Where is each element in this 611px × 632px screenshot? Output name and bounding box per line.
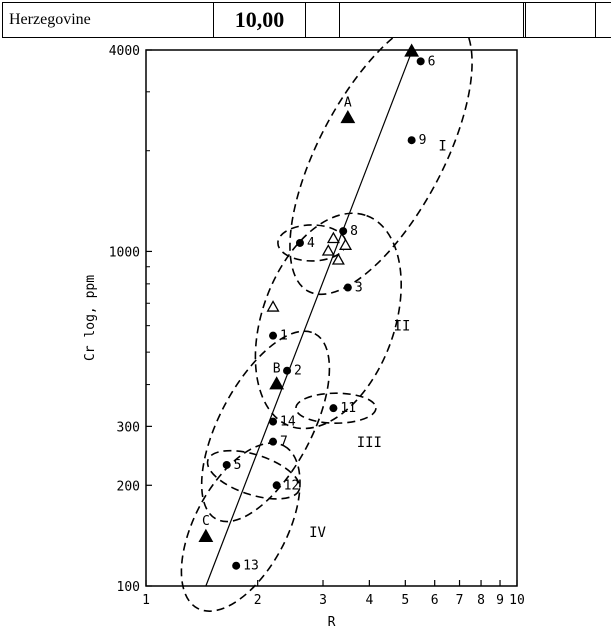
triangle-label-C: C bbox=[202, 514, 210, 529]
group-label-IV: IV bbox=[309, 525, 326, 541]
y-tick-label: 200 bbox=[117, 479, 140, 494]
point-label-1: 1 bbox=[280, 329, 288, 344]
open-triangle-0 bbox=[266, 300, 280, 312]
open-triangle-1 bbox=[326, 231, 340, 244]
y-tick-label: 300 bbox=[117, 420, 140, 435]
point-label-14: 14 bbox=[280, 415, 296, 430]
filled-triangle-A bbox=[340, 109, 356, 124]
subgroup-ellipse-11 bbox=[295, 392, 377, 424]
x-tick-label: 3 bbox=[319, 593, 327, 608]
point-label-12: 12 bbox=[284, 478, 300, 493]
point-label-9: 9 bbox=[419, 133, 427, 148]
point-label-8: 8 bbox=[350, 224, 358, 239]
table-cell-value: 10,00 bbox=[214, 3, 306, 37]
x-tick-label: 8 bbox=[477, 593, 485, 608]
data-point-5 bbox=[222, 460, 231, 469]
x-tick-label: 10 bbox=[509, 593, 525, 608]
data-point-12 bbox=[272, 481, 281, 490]
group-label-I: I bbox=[438, 139, 446, 155]
point-label-13: 13 bbox=[243, 559, 259, 574]
subgroup-ellipse-5-12 bbox=[206, 449, 301, 500]
x-tick-label: 1 bbox=[142, 593, 150, 608]
table-cell-empty bbox=[524, 3, 526, 37]
table-cell-empty bbox=[340, 3, 524, 37]
group-I-ellipse bbox=[289, 38, 473, 296]
data-point-7 bbox=[269, 437, 278, 446]
x-tick-label: 9 bbox=[496, 593, 504, 608]
point-label-2: 2 bbox=[294, 364, 302, 379]
x-tick-label: 6 bbox=[431, 593, 439, 608]
table-cell-empty bbox=[306, 3, 340, 37]
y-axis-label: Cr log, ppm bbox=[83, 275, 98, 361]
x-tick-label: 2 bbox=[254, 593, 262, 608]
trend-line bbox=[205, 51, 413, 587]
y-tick-label: 1000 bbox=[109, 245, 140, 260]
open-triangle-4 bbox=[331, 253, 345, 265]
x-axis-label: R bbox=[328, 615, 336, 630]
table-row: Herzegovine 10,00 bbox=[2, 2, 611, 38]
group-II-ellipse bbox=[254, 212, 402, 430]
data-point-9 bbox=[407, 136, 416, 145]
plot-frame bbox=[145, 49, 518, 587]
group-label-II: II bbox=[394, 319, 411, 335]
y-tick-label: 100 bbox=[117, 580, 140, 595]
point-label-4: 4 bbox=[307, 236, 315, 251]
open-triangle-2 bbox=[321, 244, 335, 256]
point-label-11: 11 bbox=[340, 401, 356, 416]
triangle-label-A: A bbox=[344, 95, 352, 110]
filled-triangle-3 bbox=[404, 43, 420, 57]
group-IV-ellipse bbox=[180, 442, 301, 612]
data-point-11 bbox=[329, 404, 338, 413]
x-tick-label: 7 bbox=[456, 593, 464, 608]
group-III-ellipse bbox=[200, 330, 331, 523]
data-point-14 bbox=[269, 417, 278, 426]
point-label-3: 3 bbox=[355, 281, 363, 296]
y-tick-label: 4000 bbox=[109, 44, 140, 59]
point-label-7: 7 bbox=[280, 435, 288, 450]
point-label-6: 6 bbox=[428, 54, 436, 69]
x-tick-label: 4 bbox=[365, 593, 373, 608]
filled-triangle-C bbox=[198, 528, 214, 542]
table-cell-empty bbox=[526, 3, 596, 37]
point-label-5: 5 bbox=[234, 458, 242, 473]
data-point-13 bbox=[232, 561, 241, 570]
group-label-III: III bbox=[357, 435, 382, 451]
data-point-4 bbox=[295, 238, 304, 247]
triangle-label-B: B bbox=[273, 362, 281, 377]
filled-triangle-B bbox=[269, 376, 285, 390]
data-point-1 bbox=[269, 331, 278, 340]
x-tick-label: 5 bbox=[401, 593, 409, 608]
data-point-2 bbox=[283, 366, 292, 375]
table-cell-label: Herzegovine bbox=[2, 3, 214, 37]
data-point-3 bbox=[343, 283, 352, 292]
data-point-6 bbox=[416, 57, 425, 66]
open-triangle-3 bbox=[339, 238, 353, 250]
data-point-8 bbox=[339, 227, 348, 236]
